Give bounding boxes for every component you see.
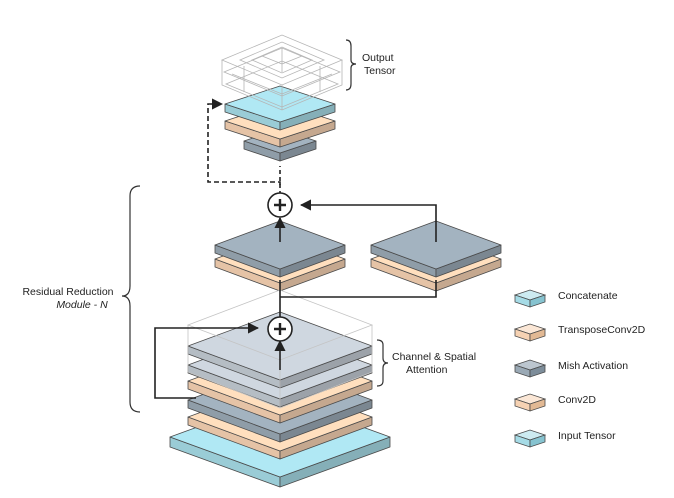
legend-label-concatenate: Concatenate	[558, 290, 618, 302]
mish-activation-swatch-icon	[513, 359, 547, 378]
sum-node-top	[267, 192, 293, 218]
residual-skip-arrow	[154, 322, 260, 399]
legend-item-concatenate: Concatenate	[512, 286, 672, 310]
input-tensor-swatch-icon	[513, 429, 547, 448]
residual-module-label-line1: Residual Reduction	[22, 286, 113, 298]
slab-left-branch-mish-top-face	[214, 220, 346, 270]
transposeconv2d-swatch-icon	[513, 323, 547, 342]
conv2d-swatch-icon	[513, 393, 547, 412]
output-tensor-label-line1: Output	[362, 52, 394, 64]
output-tensor-wireframe-icon	[220, 34, 344, 111]
lower-sum-fork	[280, 280, 437, 298]
branch-arrow-right	[299, 199, 437, 242]
legend-item-input-tensor: Input Tensor	[512, 426, 672, 450]
legend-label-conv2d: Conv2D	[558, 394, 596, 406]
legend-label-transposeconv2d: TransposeConv2D	[558, 324, 646, 336]
legend-item-conv2d: Conv2D	[512, 390, 672, 414]
sum-node-bottom	[267, 316, 293, 342]
legend-item-mish-activation: Mish Activation	[512, 356, 672, 380]
connections	[154, 98, 437, 399]
attention-brace	[376, 339, 389, 387]
legend-label-mish-activation: Mish Activation	[558, 360, 629, 372]
legend-item-transposeconv2d: TransposeConv2D	[512, 320, 672, 344]
legend-label-input-tensor: Input Tensor	[558, 430, 616, 442]
tensor-layers	[169, 85, 502, 488]
slab-right-branch-mish-top-face	[370, 220, 502, 270]
channel-spatial-label-line1: Channel & Spatial	[392, 351, 476, 363]
output-brace	[345, 39, 357, 91]
output-skip-dashed-arrow	[207, 98, 281, 185]
concatenate-swatch-icon	[513, 289, 547, 308]
output-tensor-label-line2: Tensor	[364, 65, 396, 77]
channel-spatial-label-line2: Attention	[406, 364, 448, 376]
residual-brace	[121, 185, 141, 413]
residual-module-label-line2: Module - N	[56, 299, 108, 311]
